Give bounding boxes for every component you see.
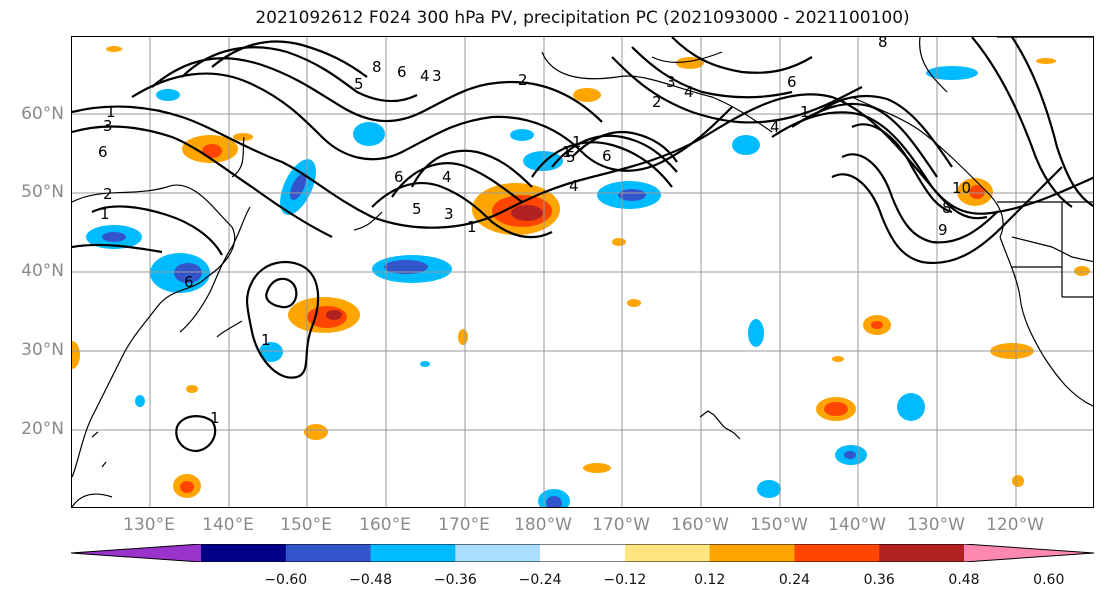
colorbar-tick-label: 0.60 [1033,572,1065,588]
contour-label: 3 [103,117,113,135]
contour-label: 1 [562,143,572,161]
chart-title: 2021092612 F024 300 hPa PV, precipitatio… [255,8,910,28]
contour-label: 1 [100,205,110,223]
contour-label: 4 [770,118,780,136]
contour-label: 1 [800,103,810,121]
contour-label: 4 [420,67,430,85]
contour-label: 1 [261,331,271,349]
contour-label: 3 [432,67,442,85]
lon-label-120w: 120°W [986,515,1044,535]
contour-label: 1 [467,218,477,236]
colorbar-tick-label: −0.12 [603,572,647,588]
colorbar-segment [709,544,795,562]
contour-label: 4 [442,168,452,186]
lon-label-160e: 160°E [359,515,411,535]
contour-label: 2 [103,185,113,203]
contour-label: 6 [397,63,407,81]
contour-label: 3 [444,205,454,223]
colorbar-tick-label: 0.48 [948,572,980,588]
contour-label: 6 [98,143,108,161]
contour-label: 8 [878,37,888,51]
contour-label: 5 [566,148,576,166]
contour-label: 8 [942,199,952,217]
lat-label-20n: 20°N [21,419,64,439]
lat-label-60n: 60°N [21,104,64,124]
contour-label: 6 [184,273,194,291]
lat-label-30n: 30°N [21,340,64,360]
contour-label: 9 [938,221,948,239]
colorbar-tick-label: −0.24 [518,572,562,588]
map-canvas: 1 1 6 3 2 2 1 1 5 8 6 4 3 2 6 4 5 3 1 5 … [72,37,1093,507]
lat-label-50n: 50°N [21,182,64,202]
lat-label-40n: 40°N [21,261,64,281]
lon-label-140w: 140°W [828,515,886,535]
colorbar-tick-label: −0.60 [264,572,308,588]
pv-contours [72,37,1093,453]
colorbar-extend-max [964,544,1094,562]
contour-label: 3 [666,73,676,91]
graticule [72,37,1093,507]
contour-label: 4 [684,83,694,101]
colorbar-segment [455,544,541,562]
colorbar-tick-label: 0.12 [694,572,726,588]
colorbar-segment [540,544,626,562]
lon-label-140e: 140°E [202,515,254,535]
contour-label: 1 [210,409,220,427]
lon-label-130w: 130°W [907,515,965,535]
lon-label-160w: 160°W [671,515,729,535]
lon-label-180w: 180°W [514,515,572,535]
lon-label-130e: 130°E [123,515,175,535]
contour-label: 5 [412,200,422,218]
contour-label: 4 [569,177,579,195]
contour-label: 8 [372,58,382,76]
colorbar-tick-label: −0.36 [433,572,477,588]
colorbar-segment [879,544,965,562]
contour-label: 10 [952,179,971,197]
colorbar-segment [201,544,287,562]
colorbar-tick-label: 0.36 [863,572,895,588]
colorbar-tick-label: −0.48 [349,572,392,588]
colorbar-tick-label: 0.24 [778,572,811,588]
contour-label: 6 [394,168,404,186]
contour-label: 6 [602,147,612,165]
contour-labels: 1 1 6 3 2 2 1 1 5 8 6 4 3 2 6 4 5 3 1 5 … [98,37,971,427]
contour-label: 1 [572,133,582,151]
lon-label-170e: 170°E [438,515,490,535]
colorbar-extend-min [71,544,201,562]
colorbar-segment [624,544,711,562]
lon-label-150e: 150°E [280,515,332,535]
lon-label-170w: 170°W [592,515,650,535]
contour-label: 6 [787,73,797,91]
lon-label-150w: 150°W [750,515,808,535]
contour-label: 2 [518,71,528,89]
contour-label: 2 [652,93,662,111]
colorbar-segment [370,544,456,562]
contour-label: 5 [354,75,364,93]
contour-label: 1 [106,103,116,121]
map-panel: 1 1 6 3 2 2 1 1 5 8 6 4 3 2 6 4 5 3 1 5 … [71,36,1094,508]
colorbar-segment [285,544,372,562]
colorbar [71,544,1094,562]
colorbar-segment [794,544,880,562]
